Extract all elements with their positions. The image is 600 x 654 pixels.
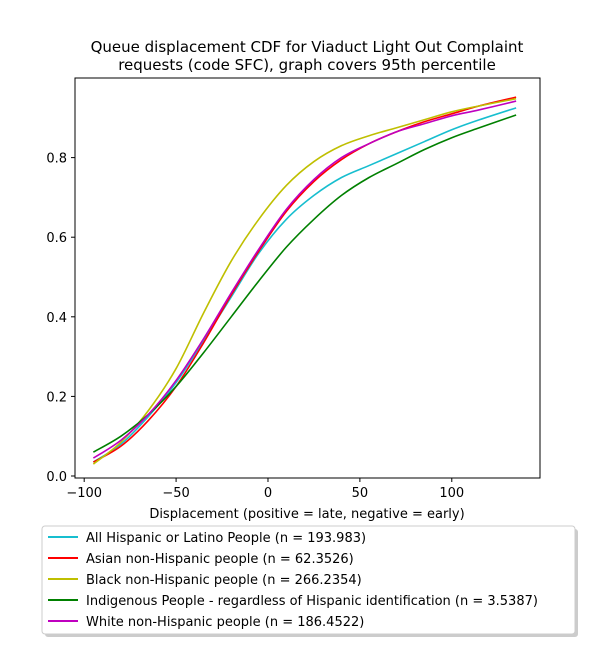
y-tick-label: 0.4 — [46, 311, 67, 326]
plot-area — [74, 77, 541, 479]
y-tick-label: 0.8 — [46, 152, 67, 167]
x-tick-label: −100 — [66, 486, 102, 501]
chart-title-line-2: requests (code SFC), graph covers 95th p… — [118, 56, 496, 74]
y-tick-label: 0.6 — [46, 231, 67, 246]
series-line-white — [92, 100, 517, 459]
legend-label: Asian non-Hispanic people (n = 62.3526) — [86, 552, 354, 567]
legend-label: White non-Hispanic people (n = 186.4522) — [86, 615, 364, 630]
series-line-asian — [92, 96, 517, 463]
x-tick-label: 0 — [264, 486, 272, 501]
legend-items: All Hispanic or Latino People (n = 193.9… — [48, 531, 538, 630]
series-line-black — [92, 97, 517, 465]
series-lines — [92, 96, 517, 465]
y-tick-label: 0.0 — [46, 470, 67, 485]
x-tick-label: 50 — [352, 486, 369, 501]
legend-label: All Hispanic or Latino People (n = 193.9… — [86, 531, 366, 546]
chart-title-line-1: Queue displacement CDF for Viaduct Light… — [91, 38, 524, 56]
series-line-indigenous — [92, 114, 517, 453]
legend-label: Indigenous People - regardless of Hispan… — [86, 594, 538, 609]
x-axis-label: Displacement (positive = late, negative … — [149, 507, 464, 522]
legend-box — [41, 525, 576, 635]
axis-ticks: −100 −50 0 50 100 0.0 0.2 0.4 0.6 0.8 — [46, 152, 464, 501]
x-tick-label: −50 — [162, 486, 189, 501]
x-tick-label: 100 — [439, 486, 464, 501]
y-tick-label: 0.2 — [46, 390, 67, 405]
legend: All Hispanic or Latino People (n = 193.9… — [41, 525, 578, 637]
legend-label: Black non-Hispanic people (n = 266.2354) — [86, 573, 362, 588]
